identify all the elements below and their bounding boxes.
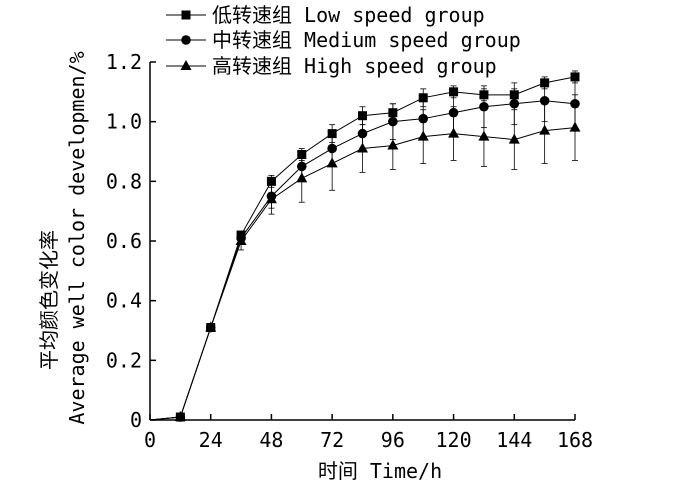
data-point [417, 130, 429, 141]
y-tick-label: 0.8 [106, 169, 142, 193]
legend-marker [180, 60, 192, 70]
y-tick-label: 1.0 [106, 110, 142, 134]
x-tick-label: 120 [436, 428, 472, 452]
y-tick-label: 1.2 [106, 50, 142, 74]
x-axis-title: 时间 Time/h [318, 459, 442, 483]
legend-label: 低转速组 Low speed group [212, 3, 485, 27]
y-tick-label: 0.4 [106, 289, 142, 313]
legend-label: 中转速组 Medium speed group [212, 28, 521, 52]
data-point [326, 157, 338, 168]
legend-marker [181, 35, 191, 45]
data-point [448, 127, 460, 138]
data-point [357, 142, 368, 153]
legend-entry: 高转速组 High speed group [166, 54, 497, 78]
x-tick-label: 72 [320, 428, 344, 452]
data-point [539, 124, 551, 135]
data-point [235, 235, 247, 245]
y-axis-title-en: Average well color developmen/% [65, 51, 89, 424]
data-point [509, 98, 520, 109]
x-tick-label: 144 [496, 428, 532, 452]
legend-marker [181, 10, 191, 20]
series-square [149, 70, 580, 422]
legend-label: 高转速组 High speed group [212, 54, 497, 78]
data-point [205, 321, 217, 332]
legend-entry: 低转速组 Low speed group [166, 3, 485, 27]
data-point [478, 130, 490, 141]
data-point [174, 411, 186, 422]
data-point [265, 193, 277, 204]
data-point [266, 176, 276, 186]
series-triangle [149, 94, 581, 422]
x-tick-label: 24 [199, 428, 223, 452]
data-point [508, 133, 520, 144]
plot-area [149, 70, 581, 422]
y-tick-label: 0.6 [106, 229, 142, 253]
x-tick-label: 168 [557, 428, 593, 452]
data-point [296, 172, 308, 183]
data-point [570, 72, 580, 82]
x-tick-label: 96 [381, 428, 405, 452]
data-point [387, 139, 399, 150]
x-tick-label: 48 [259, 428, 283, 452]
data-point [569, 121, 581, 132]
axes: 0 24 48 72 96 120 144 168 0 0.2 0.4 0.6 0.8 1.0 1.2 [106, 50, 593, 452]
y-tick-label: 0.2 [106, 348, 142, 372]
y-axis-title-cn: 平均颜色变化率 [37, 230, 61, 370]
data-point [418, 93, 428, 103]
y-tick-label: 0 [130, 408, 142, 432]
series-circle [149, 79, 580, 422]
x-tick-label: 0 [144, 428, 156, 452]
legend-entry: 中转速组 Medium speed group [166, 28, 521, 52]
